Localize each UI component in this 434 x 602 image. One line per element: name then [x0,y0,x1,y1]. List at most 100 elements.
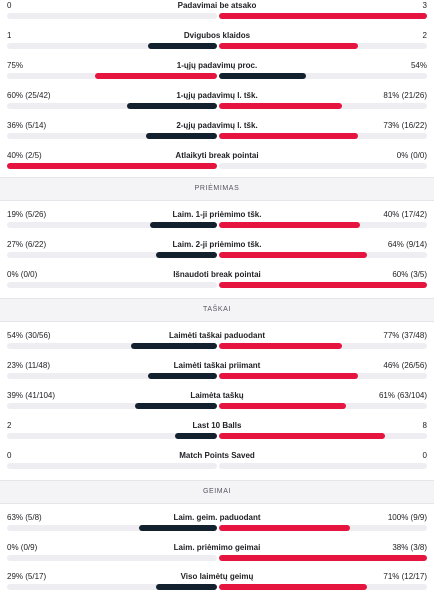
stat-bar-left-track [7,43,217,49]
stat-bar-right-track [219,373,427,379]
stat-row-total-points-won: 39% (41/104) Laimėta taškų 61% (63/104) [0,391,434,421]
stat-bar-right-track [219,163,427,169]
stat-label: Laim. priėmimo geimai [173,543,261,552]
stat-bar-right-track [219,73,427,79]
stat-row-match-points-saved: 0 Match Points Saved 0 [0,451,434,481]
stat-left-value: 27% (6/22) [7,240,47,249]
stat-bar-left-track [7,584,217,590]
stat-bar-left-track [7,373,217,379]
stat-left-value: 60% (25/42) [7,91,51,100]
stat-bar-left-fill [150,222,217,228]
stat-left-value: 54% (30/56) [7,331,51,340]
stat-bar-right-track [219,555,427,561]
stat-bar-left-track [7,103,217,109]
stat-bar-left-track [7,403,217,409]
stat-bar-right-fill [219,403,346,409]
stat-bar-right-track [219,343,427,349]
stat-bar-left-track [7,13,217,19]
stat-bar-right-fill [219,43,358,49]
stat-row-return-games-won: 0% (0/9) Laim. priėmimo geimai 38% (3/8) [0,543,434,573]
stat-left-value: 40% (2/5) [7,151,42,160]
stat-bar-left-track [7,282,217,288]
stat-bar-left-fill [146,133,217,139]
stat-label: Padavimai be atsako [177,1,257,10]
section-header-return: PRIĖMIMAS [0,177,434,201]
stat-label: Dvigubos klaidos [183,31,251,40]
stat-row-second-return-points: 27% (6/22) Laim. 2-ji priėmimo tšk. 64% … [0,240,434,270]
stat-left-value: 0 [7,451,12,460]
stat-right-value: 61% (63/104) [378,391,427,400]
stat-bar-right-track [219,133,427,139]
stat-label: Viso laimėtų geimų [180,572,254,581]
stat-row-first-serve-pct: 75% 1-ųjų padavimų proc. 54% [0,61,434,91]
stat-bar-left-track [7,343,217,349]
stat-right-value: 73% (16/22) [383,121,427,130]
stat-left-value: 39% (41/104) [7,391,56,400]
stat-bar-right-fill [219,252,367,258]
stat-row-return-points-won: 23% (11/48) Laimėti taškai priimant 46% … [0,361,434,391]
stat-bar-left-track [7,525,217,531]
stat-right-value: 64% (9/14) [387,240,427,249]
stat-right-value: 3 [422,1,427,10]
section-title: PRIĖMIMAS [194,185,240,192]
stat-bar-right-fill [219,103,342,109]
stat-bar-left-track [7,555,217,561]
stat-bar-left-fill [156,584,217,590]
stat-right-value: 60% (3/5) [392,270,427,279]
stat-right-value: 54% [410,61,427,70]
stat-left-value: 36% (5/14) [7,121,47,130]
stat-bar-right-fill [219,222,360,228]
stat-bar-left-fill [148,43,217,49]
section-header-games: GEIMAI [0,480,434,504]
stat-bar-right-track [219,463,427,469]
stat-label: 1-ųjų padavimų proc. [176,61,258,70]
stat-bar-right-fill [219,525,350,531]
stat-left-value: 19% (5/26) [7,210,47,219]
stat-right-value: 0 [422,451,427,460]
stat-bar-right-track [219,252,427,258]
stat-bar-right-track [219,43,427,49]
stat-bar-left-fill [156,252,217,258]
stat-left-value: 1 [7,31,12,40]
stat-label: Laimėti taškai paduodant [168,331,266,340]
stat-bar-right-track [219,403,427,409]
stat-bar-left-fill [139,525,217,531]
stat-bar-left-fill [175,433,217,439]
stat-bar-left-fill [148,373,217,379]
stat-bar-left-track [7,133,217,139]
stat-bar-right-track [219,222,427,228]
stat-bar-right-fill [219,555,427,561]
stat-label: Laim. 1-ji priėmimo tšk. [172,210,262,219]
stat-bar-right-fill [219,133,358,139]
stat-right-value: 71% (12/17) [383,572,427,581]
stat-bar-right-fill [219,373,358,379]
stat-label: Atlaikyti break pointai [175,151,259,160]
stat-left-value: 0 [7,1,12,10]
stat-bar-left-track [7,252,217,258]
stat-row-break-points-converted: 0% (0/0) Išnaudoti break pointai 60% (3/… [0,270,434,300]
stat-bar-left-track [7,463,217,469]
stat-label: Match Points Saved [179,451,255,460]
stat-label: Last 10 Balls [192,421,242,430]
section-title: TAŠKAI [203,306,231,313]
stat-bar-right-fill [219,584,367,590]
stat-left-value: 2 [7,421,12,430]
stat-bar-right-track [219,525,427,531]
stat-bar-right-fill [219,73,306,79]
stat-label: Laimėta taškų [190,391,244,400]
stat-bar-left-track [7,163,217,169]
stat-bar-right-track [219,103,427,109]
stat-label: Laim. geim. paduodant [173,513,261,522]
stat-left-value: 63% (5/8) [7,513,42,522]
stat-label: Išnaudoti break pointai [173,270,261,279]
stat-row-total-games-won: 29% (5/17) Viso laimėtų geimų 71% (12/17… [0,572,434,602]
stat-right-value: 38% (3/8) [392,543,427,552]
stat-bar-left-fill [135,403,217,409]
stat-row-service-points-won: 54% (30/56) Laimėti taškai paduodant 77%… [0,331,434,361]
stat-row-service-games-won: 63% (5/8) Laim. geim. paduodant 100% (9/… [0,513,434,543]
stat-bar-right-fill [219,13,427,19]
stat-bar-left-fill [95,73,217,79]
stat-bar-left-track [7,433,217,439]
stat-left-value: 0% (0/9) [7,543,38,552]
stat-row-second-serve-points: 36% (5/14) 2-ųjų padavimų l. tšk. 73% (1… [0,121,434,151]
